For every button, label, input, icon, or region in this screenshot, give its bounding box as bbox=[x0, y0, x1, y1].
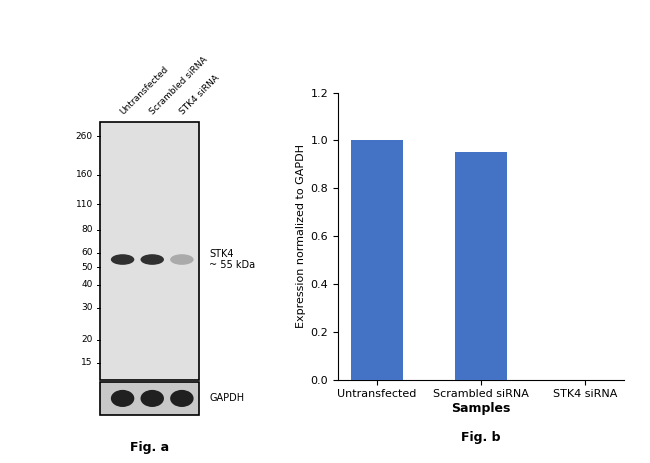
Ellipse shape bbox=[170, 254, 194, 265]
Y-axis label: Expression normalized to GAPDH: Expression normalized to GAPDH bbox=[296, 144, 306, 328]
Text: 80: 80 bbox=[81, 225, 93, 234]
Text: 30: 30 bbox=[81, 303, 93, 312]
Text: Untransfected: Untransfected bbox=[119, 65, 170, 117]
Text: 20: 20 bbox=[81, 335, 93, 344]
Text: 160: 160 bbox=[75, 170, 93, 179]
Ellipse shape bbox=[170, 390, 194, 407]
Ellipse shape bbox=[140, 390, 164, 407]
Text: 260: 260 bbox=[76, 131, 93, 141]
X-axis label: Samples: Samples bbox=[451, 402, 511, 415]
Ellipse shape bbox=[111, 390, 135, 407]
Text: Scrambled siRNA: Scrambled siRNA bbox=[148, 55, 210, 117]
Text: 50: 50 bbox=[81, 263, 93, 272]
Text: 40: 40 bbox=[81, 280, 93, 289]
Text: Fig. b: Fig. b bbox=[462, 432, 501, 444]
Text: GAPDH: GAPDH bbox=[209, 394, 244, 403]
Text: STK4
~ 55 kDa: STK4 ~ 55 kDa bbox=[209, 249, 255, 270]
Bar bbox=[351, 140, 403, 380]
Text: 60: 60 bbox=[81, 248, 93, 257]
Text: STK4 siRNA: STK4 siRNA bbox=[178, 74, 221, 117]
Ellipse shape bbox=[140, 254, 164, 265]
Bar bbox=[100, 122, 199, 381]
Bar bbox=[100, 382, 199, 414]
Text: 110: 110 bbox=[75, 200, 93, 209]
Ellipse shape bbox=[111, 254, 135, 265]
Text: 15: 15 bbox=[81, 358, 93, 367]
Text: Fig. a: Fig. a bbox=[130, 441, 169, 454]
Bar bbox=[455, 152, 507, 380]
